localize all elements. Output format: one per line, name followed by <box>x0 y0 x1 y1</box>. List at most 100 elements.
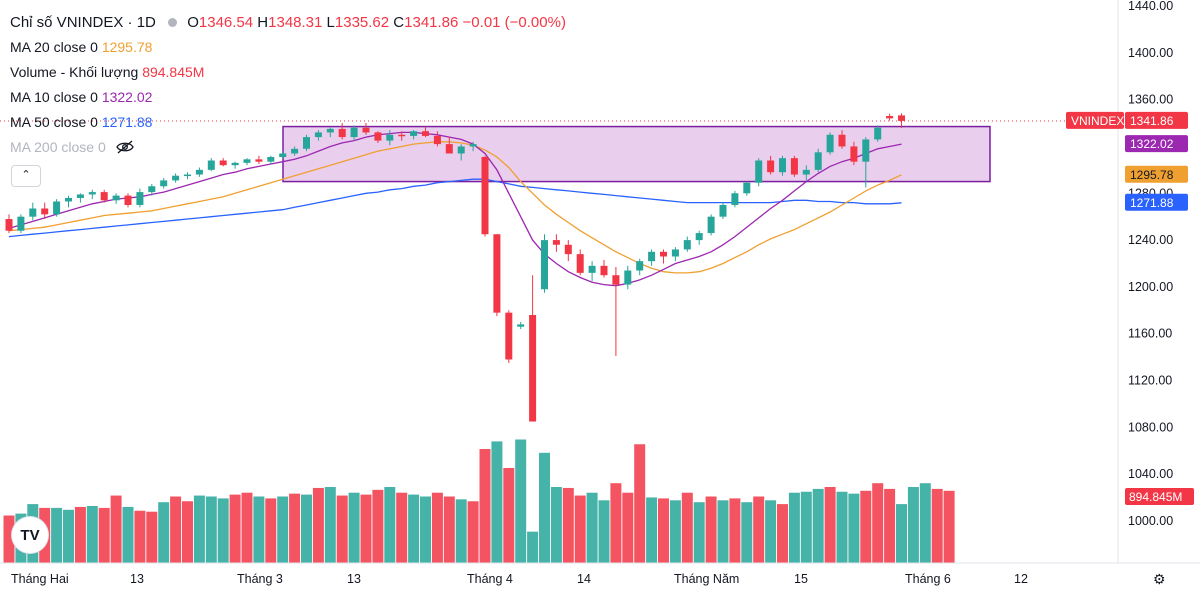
candle-body <box>588 265 596 273</box>
legend-collapse-button[interactable]: ⌃ <box>11 165 41 187</box>
candle-body <box>350 127 358 138</box>
candle-body <box>790 158 798 175</box>
volume-bar <box>539 452 550 563</box>
volume-bar <box>122 506 134 563</box>
volume-bar <box>693 502 705 563</box>
legend-ma200-label: MA 200 close 0 <box>10 139 106 155</box>
legend-ma20-value: 1295.78 <box>101 39 153 55</box>
candle-body <box>124 195 132 205</box>
candle-body <box>445 144 453 154</box>
candle-body <box>422 131 429 136</box>
volume-bar <box>598 500 610 563</box>
ma50-line <box>8 178 902 238</box>
legend-header: Chỉ số VNINDEX · 1D O1346.54 H1348.31 L1… <box>10 10 566 35</box>
ohlc-low-value: 1335.62 <box>334 14 390 31</box>
volume-bar <box>74 506 86 563</box>
volume-bar <box>51 507 63 563</box>
eye-off-icon[interactable] <box>115 140 134 154</box>
settings-button[interactable]: ⚙ <box>1153 571 1166 588</box>
candle-body <box>552 240 560 245</box>
x-tick-label: Tháng Hai <box>11 572 69 586</box>
volume-badge-text: 894.845M <box>1129 490 1182 504</box>
legend-volume-value: 894.845M <box>142 64 205 80</box>
volume-bar <box>872 483 884 563</box>
volume-bar <box>943 490 955 563</box>
volume-bar <box>574 495 586 563</box>
volume-bar <box>896 504 907 563</box>
candle-body <box>231 162 239 166</box>
ma50-price-badge-text: 1271.88 <box>1130 196 1174 210</box>
volume-bar <box>86 506 98 563</box>
volume-bar <box>301 494 312 563</box>
volume-bar <box>907 487 919 563</box>
y-tick-label: 1000.00 <box>1128 514 1173 528</box>
symbol-title[interactable]: Chỉ số VNINDEX · 1D <box>10 14 156 31</box>
y-tick-label: 1400.00 <box>1128 46 1173 60</box>
volume-bar <box>705 496 717 563</box>
candle-body <box>195 169 203 175</box>
ma50-price-badge <box>1125 193 1188 211</box>
volume-bar <box>658 498 669 563</box>
volume-bar <box>348 492 360 563</box>
candle-body <box>433 135 441 145</box>
y-tick-label: 1440.00 <box>1128 0 1173 13</box>
x-tick-label: 15 <box>794 572 808 586</box>
legend-volume[interactable]: Volume - Khối lượng 894.845M <box>10 60 566 85</box>
volume-bar <box>919 483 931 563</box>
volume-bar <box>205 496 217 563</box>
candle-body <box>612 275 620 285</box>
legend-ma200[interactable]: MA 200 close 0 <box>10 135 566 160</box>
x-tick-label: 13 <box>347 572 361 586</box>
market-status-dot <box>168 18 178 27</box>
volume-bar <box>527 531 539 563</box>
volume-bar <box>765 500 777 563</box>
candle-body <box>683 240 691 250</box>
volume-bar <box>229 494 241 563</box>
volume-bar <box>479 449 491 563</box>
candle-body <box>303 137 310 149</box>
volume-bar <box>800 491 812 563</box>
volume-bar <box>182 501 193 563</box>
candle-body <box>481 156 489 235</box>
ohlc-change: −0.01 (−0.00%) <box>462 14 566 31</box>
legend-ma50-value: 1271.88 <box>101 114 153 130</box>
candle-body <box>779 158 786 173</box>
legend-ma50[interactable]: MA 50 close 0 1271.88 <box>10 110 566 135</box>
candle-body <box>838 134 846 147</box>
volume-bar <box>372 489 384 563</box>
volume-bar <box>312 487 324 563</box>
volume-bar <box>336 495 348 563</box>
legend-ma20[interactable]: MA 20 close 0 1295.78 <box>10 35 566 60</box>
candle-body <box>255 159 263 162</box>
volume-bar <box>408 494 420 563</box>
volume-bar <box>503 468 515 563</box>
candle-body <box>564 244 572 255</box>
volume-bar <box>253 496 265 563</box>
candle-body <box>29 208 37 217</box>
candle-body <box>874 127 882 140</box>
candle-body <box>814 152 822 170</box>
volume-bar <box>848 493 860 563</box>
candle-body <box>291 148 299 154</box>
legend-ma10[interactable]: MA 10 close 0 1322.02 <box>10 85 566 110</box>
candle-body <box>469 144 477 147</box>
volume-bar <box>777 504 788 563</box>
ma20-price-badge <box>1125 165 1188 183</box>
ma10-price-badge-text: 1322.02 <box>1130 137 1174 151</box>
candle-body <box>17 216 25 231</box>
volume-bar <box>836 491 848 563</box>
volume-bar <box>788 492 800 563</box>
candle-body <box>243 159 251 163</box>
candle-body <box>100 192 108 201</box>
candle-body <box>53 201 61 215</box>
candle-body <box>112 195 120 201</box>
y-tick-label: 1240.00 <box>1128 233 1173 247</box>
volume-badge <box>1125 488 1194 505</box>
volume-bar <box>289 493 301 563</box>
tradingview-logo[interactable]: TV <box>12 517 48 553</box>
volume-bar <box>146 511 158 563</box>
candle-body <box>671 249 679 257</box>
volume-bar <box>669 500 681 563</box>
candle-body <box>76 194 84 198</box>
